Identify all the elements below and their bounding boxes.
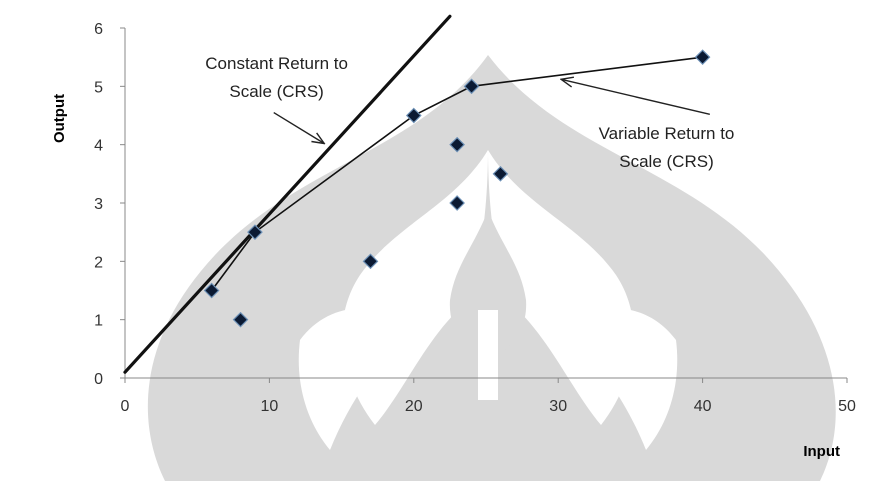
- annotation-text-line: Scale (CRS): [619, 152, 713, 171]
- x-tick-label: 0: [121, 398, 130, 415]
- watermark-leaf-center: [449, 210, 527, 360]
- watermark-leaf-emblem: [147, 55, 836, 481]
- y-tick-label: 0: [94, 371, 103, 388]
- y-tick-label: 4: [94, 138, 103, 155]
- watermark-leaf-cutout-lower-left: [298, 308, 410, 450]
- vrs-annotation: Variable Return to Scale (CRS): [561, 79, 735, 171]
- y-tick-label: 6: [94, 21, 103, 38]
- y-tick-label: 3: [94, 196, 103, 213]
- data-point-diamond: [247, 224, 263, 241]
- y-tick-label: 1: [94, 313, 103, 330]
- data-point-diamond: [362, 253, 379, 270]
- data-point-diamond: [232, 311, 249, 328]
- annotation-arrow: [561, 79, 710, 116]
- x-tick-label: 30: [549, 398, 567, 415]
- annotation-text-line: Constant Return to: [205, 54, 348, 73]
- y-axis-title: Output: [51, 94, 68, 143]
- x-tick-label: 20: [405, 398, 423, 415]
- x-tick-label: 50: [838, 398, 856, 415]
- y-tick-label: 5: [94, 79, 103, 96]
- watermark-leaf-cutout-lower-right: [566, 308, 678, 450]
- watermark-leaf-stem-gap: [478, 310, 498, 400]
- crs-annotation: Constant Return to Scale (CRS): [205, 54, 348, 144]
- data-point-diamond: [203, 282, 220, 299]
- data-point-diamond: [492, 165, 509, 182]
- annotation-text-line: Variable Return to: [599, 124, 735, 143]
- data-points: [203, 49, 711, 328]
- data-point-diamond: [694, 49, 711, 66]
- axes: 0 10 20 30 40 50 0 1 2 3 4 5 6 Input Output: [51, 21, 856, 460]
- annotation-text-line: Scale (CRS): [229, 82, 323, 101]
- data-point-diamond: [449, 195, 465, 211]
- y-tick-label: 2: [94, 254, 103, 271]
- data-point-diamond: [405, 107, 422, 124]
- x-tick-label: 10: [261, 398, 279, 415]
- x-tick-label: 40: [694, 398, 712, 415]
- data-point-diamond: [463, 78, 480, 95]
- crs-line: [123, 14, 452, 374]
- annotation-arrow: [273, 111, 325, 144]
- x-axis-title: Input: [803, 443, 840, 460]
- data-point-diamond: [449, 136, 465, 153]
